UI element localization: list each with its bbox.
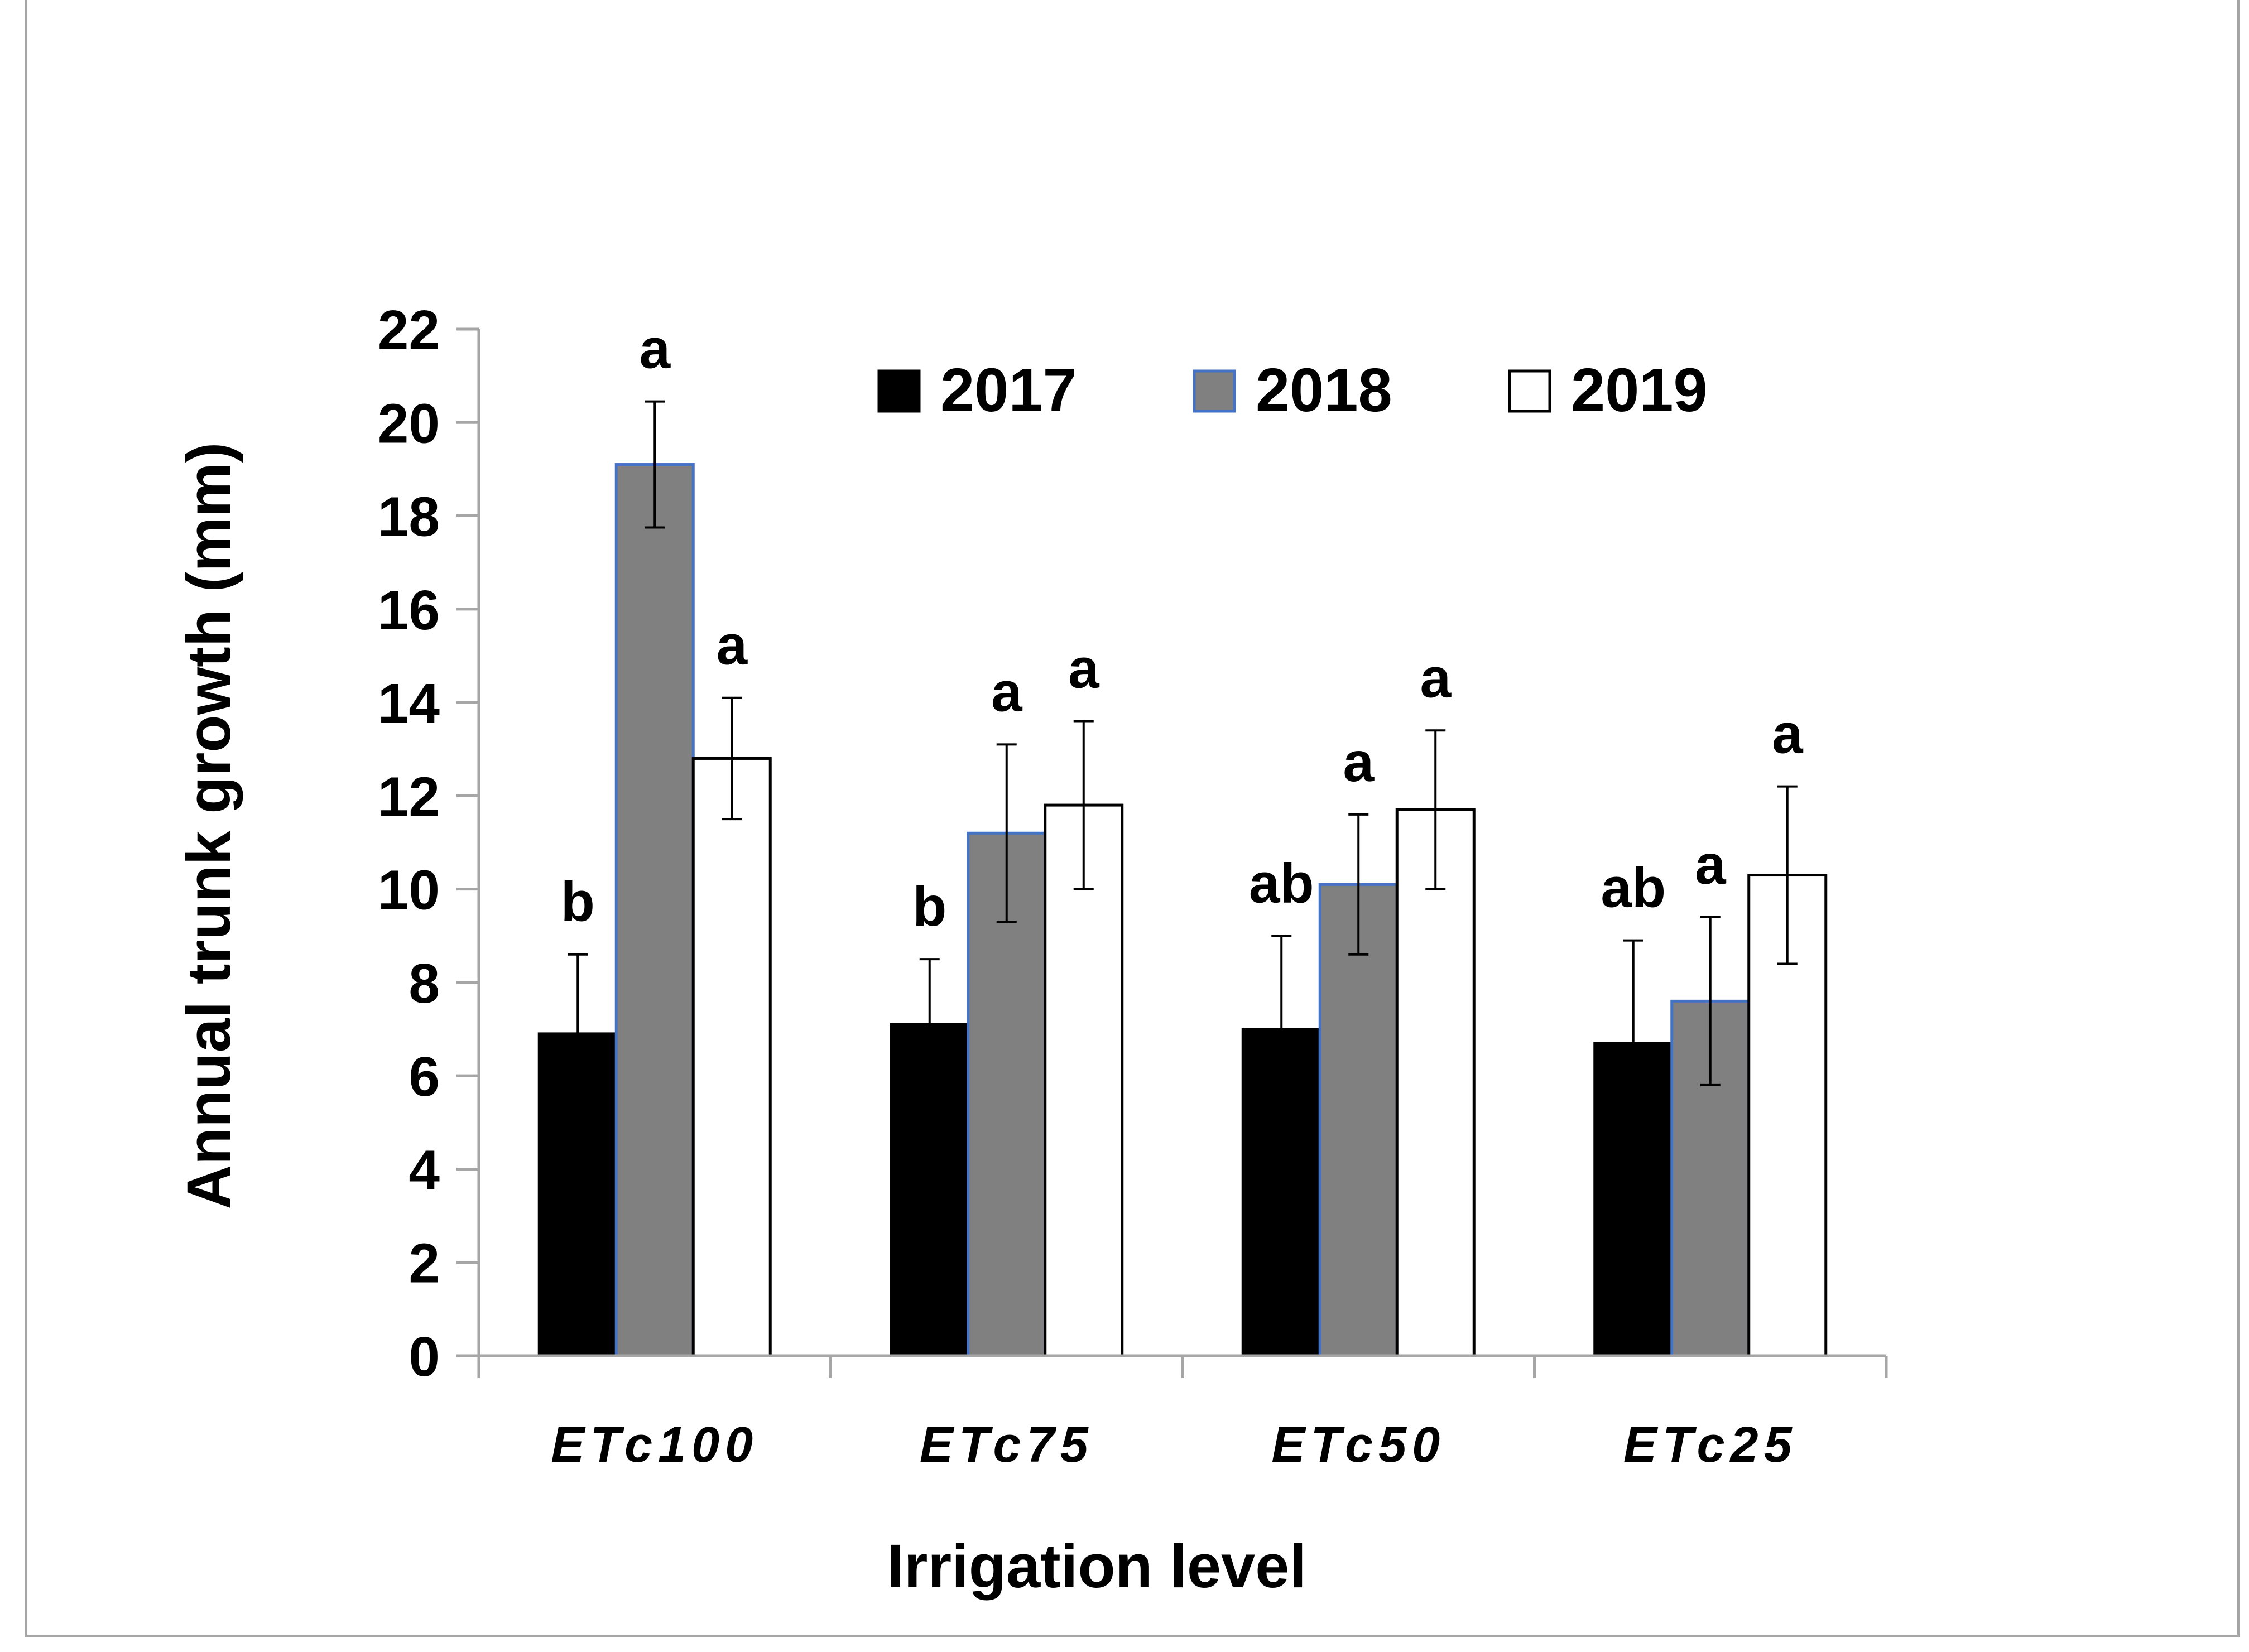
significance-letter: a [1772, 703, 1804, 765]
y-tick-label: 14 [378, 672, 440, 735]
y-tick-label: 6 [409, 1046, 440, 1108]
significance-letter: ab [1249, 852, 1314, 914]
y-tick-label: 16 [378, 579, 440, 642]
error-bars-group [568, 400, 1798, 1147]
legend-swatch-2018 [1193, 369, 1236, 413]
x-category-label: ETc75 [920, 1417, 1094, 1473]
y-tick-label: 18 [378, 486, 440, 548]
bar-2019-ETc75 [1044, 803, 1124, 1357]
y-tick-label: 20 [378, 392, 440, 455]
significance-letter: a [1068, 638, 1100, 700]
y-axis-title: Annual trunk growth (mm) [175, 442, 243, 1210]
significance-letter: a [991, 661, 1023, 723]
bar-2019-ETc50 [1395, 808, 1476, 1357]
x-axis-title: Irrigation level [887, 1532, 1306, 1601]
y-axis-ticks-group: 0 2 4 6 8 10 12 14 16 18 20 22 [378, 299, 479, 1388]
y-tick-label: 2 [409, 1232, 440, 1295]
significance-letter: ab [1601, 857, 1666, 919]
significance-letter: a [1695, 834, 1727, 896]
x-category-label: ETc50 [1271, 1417, 1445, 1473]
legend-swatch-2019 [1508, 369, 1551, 413]
legend: 2017 2018 2019 [877, 356, 1708, 425]
x-category-label: ETc100 [551, 1417, 758, 1473]
legend-label-2019: 2019 [1571, 356, 1708, 425]
x-category-label: ETc25 [1623, 1417, 1798, 1473]
y-tick-label: 0 [409, 1326, 440, 1388]
y-tick-label: 22 [378, 299, 440, 362]
significance-letter: b [912, 875, 946, 938]
significance-letter: b [561, 871, 595, 933]
y-tick-label: 4 [409, 1139, 440, 1201]
bar-2019-ETc100 [691, 757, 772, 1357]
y-tick-label: 12 [378, 765, 440, 828]
bar-2018-ETc100 [614, 463, 695, 1357]
legend-label-2017: 2017 [940, 356, 1077, 425]
chart-frame [25, 0, 2240, 1637]
y-tick-label: 8 [409, 952, 440, 1015]
significance-letter: a [1420, 647, 1452, 709]
axes-group: ETc100 ETc75 ETc50 ETc25 [477, 329, 1888, 1473]
legend-label-2018: 2018 [1256, 356, 1392, 425]
significance-letter: a [716, 614, 748, 677]
significance-letter: a [639, 318, 671, 381]
legend-swatch-2017 [877, 369, 921, 413]
significance-letter: a [1343, 731, 1375, 793]
y-tick-label: 10 [378, 859, 440, 922]
